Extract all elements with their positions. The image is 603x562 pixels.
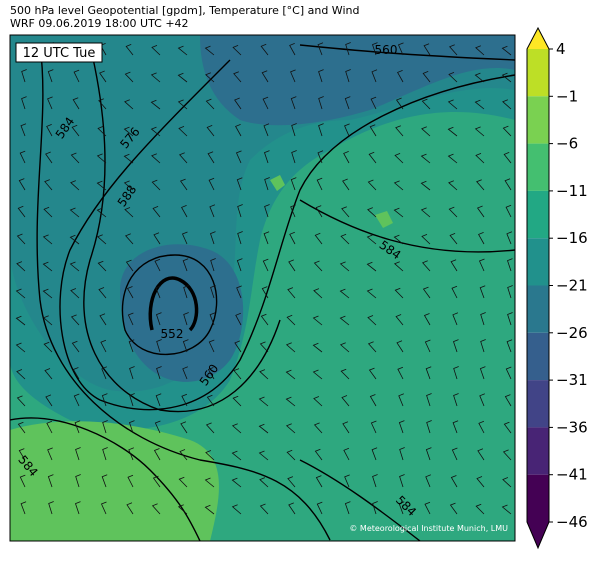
- colorbar-segment: [527, 380, 549, 428]
- colorbar-tick-label: −41: [556, 466, 588, 484]
- contour-label: 552: [161, 327, 184, 341]
- colorbar-tick-label: −6: [556, 135, 578, 153]
- map-frame: [9, 34, 516, 542]
- title: 500 hPa level Geopotential [gpdm], Tempe…: [10, 4, 359, 17]
- colorbar-segment: [527, 96, 549, 144]
- colorbar-segment: [527, 427, 549, 475]
- credit: © Meteorological Institute Munich, LMU: [349, 524, 508, 533]
- colorbar-segment: [527, 332, 549, 381]
- colorbar-tick-label: −11: [556, 182, 588, 200]
- map: 560 584 576 588 584 552 560 584 584 12 U…: [10, 35, 515, 541]
- colorbar-tick-label: −46: [556, 513, 588, 531]
- colorbar-tick-label: −21: [556, 277, 588, 295]
- colorbar-segment: [527, 143, 549, 191]
- time-label: 12 UTC Tue: [23, 46, 96, 61]
- colorbar-extend-max: [527, 28, 549, 49]
- colorbar-segment: [527, 285, 549, 333]
- colorbar-tick-label: −36: [556, 418, 588, 436]
- colorbar-segment: [527, 49, 549, 97]
- colorbar-segment: [527, 190, 549, 239]
- colorbar-tick-label: −1: [556, 87, 578, 105]
- subtitle: WRF 09.06.2019 18:00 UTC +42: [10, 17, 189, 30]
- colorbar-tick-label: −31: [556, 371, 588, 389]
- colorbar-tick-label: −26: [556, 324, 588, 342]
- contour-label: 560: [375, 43, 398, 57]
- colorbar-segment: [527, 474, 549, 522]
- colorbar-segment: [527, 238, 549, 286]
- colorbar-tick-label: 4: [556, 40, 566, 58]
- time-box: [15, 42, 103, 63]
- colorbar: 4 −1 −6 −11 −16 −21 −26 −31 −36 −41 −46: [526, 26, 588, 550]
- colorbar-tick-label: −16: [556, 229, 588, 247]
- colorbar-extend-min: [527, 522, 549, 548]
